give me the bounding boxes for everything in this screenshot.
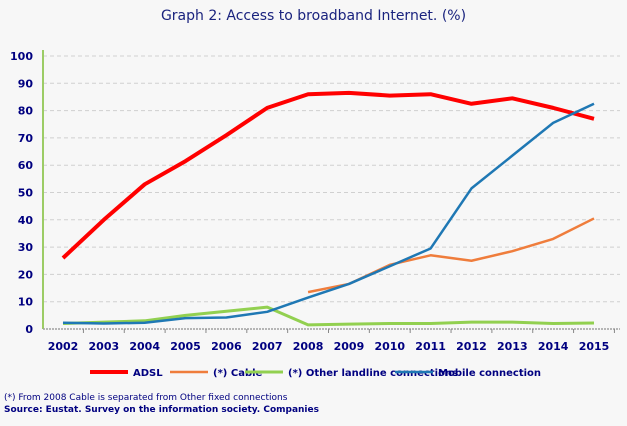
x-tick-label: 2013 xyxy=(497,340,528,353)
series-line-0 xyxy=(61,90,595,260)
x-tick-label: 2002 xyxy=(48,340,79,353)
legend-label: (*) Other landline connections xyxy=(288,368,458,379)
x-tick-label: 2015 xyxy=(579,340,610,353)
x-tick-label: 2011 xyxy=(415,340,446,353)
y-tick-label: 100 xyxy=(10,50,33,63)
y-tick-label: 90 xyxy=(18,77,34,90)
legend-label: Mobile connection xyxy=(438,368,541,379)
x-tick-label: 2007 xyxy=(252,340,283,353)
x-tick-label: 2008 xyxy=(293,340,324,353)
y-tick-label: 70 xyxy=(18,132,34,145)
series-line-3 xyxy=(62,102,595,325)
series-line-2 xyxy=(62,305,595,327)
x-tick-label: 2014 xyxy=(538,340,569,353)
x-tick-label: 2003 xyxy=(89,340,120,353)
x-tick-label: 2012 xyxy=(456,340,487,353)
footnote: (*) From 2008 Cable is separated from Ot… xyxy=(4,393,288,403)
y-tick-label: 30 xyxy=(18,241,34,254)
series-line-1 xyxy=(307,217,595,294)
y-tick-label: 20 xyxy=(18,268,34,281)
x-tick-label: 2005 xyxy=(170,340,201,353)
y-tick-label: 0 xyxy=(25,323,33,336)
y-tick-label: 60 xyxy=(18,159,34,172)
y-tick-label: 10 xyxy=(18,296,34,309)
legend-label: (*) Cable xyxy=(213,368,263,379)
chart-title: Graph 2: Access to broadband Internet. (… xyxy=(160,8,467,24)
x-tick-label: 2006 xyxy=(211,340,242,353)
x-tick-label: 2010 xyxy=(374,340,405,353)
y-tick-label: 80 xyxy=(18,105,34,118)
x-tick-label: 2004 xyxy=(129,340,160,353)
y-tick-label: 50 xyxy=(18,187,34,200)
source-note: Source: Eustat. Survey on the informatio… xyxy=(4,405,319,415)
legend-label: ADSL xyxy=(133,368,163,379)
x-tick-label: 2009 xyxy=(334,340,365,353)
y-tick-label: 40 xyxy=(18,214,34,227)
